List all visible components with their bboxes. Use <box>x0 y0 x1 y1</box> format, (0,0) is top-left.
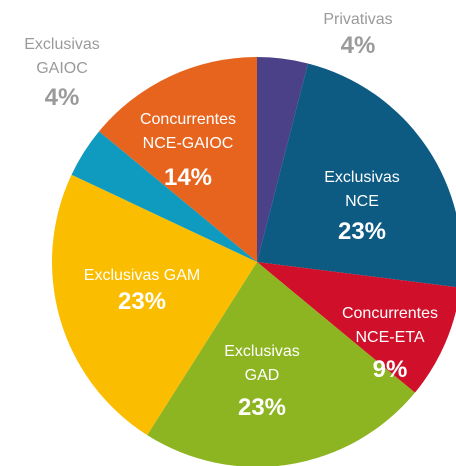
pie-slice <box>52 174 258 436</box>
slice-label: Exclusivas GAIOC <box>24 36 100 77</box>
value-label: 4% <box>340 32 376 59</box>
value-label: 23% <box>117 288 167 315</box>
pie-slice <box>99 57 257 262</box>
slice-label: Exclusivas GAD <box>224 343 300 384</box>
pie-slice <box>257 63 456 288</box>
value-label: 9% <box>372 356 408 383</box>
pie-slice <box>147 262 415 466</box>
slice-label: Exclusivas NCE <box>324 169 400 210</box>
value-label: 23% <box>337 218 387 245</box>
slice-label: Concurrentes NCE-GAIOC <box>139 111 237 152</box>
slice-label: Privativas <box>323 11 393 28</box>
value-label: 14% <box>163 164 213 191</box>
pie-slice <box>257 57 308 262</box>
slice-label: Exclusivas GAM <box>83 267 201 284</box>
pie-slice <box>71 131 257 262</box>
value-label: 4% <box>44 84 80 111</box>
pie-slice <box>257 262 456 393</box>
value-label: 23% <box>237 394 287 421</box>
slice-label: Concurrentes NCE-ETA <box>341 305 439 346</box>
